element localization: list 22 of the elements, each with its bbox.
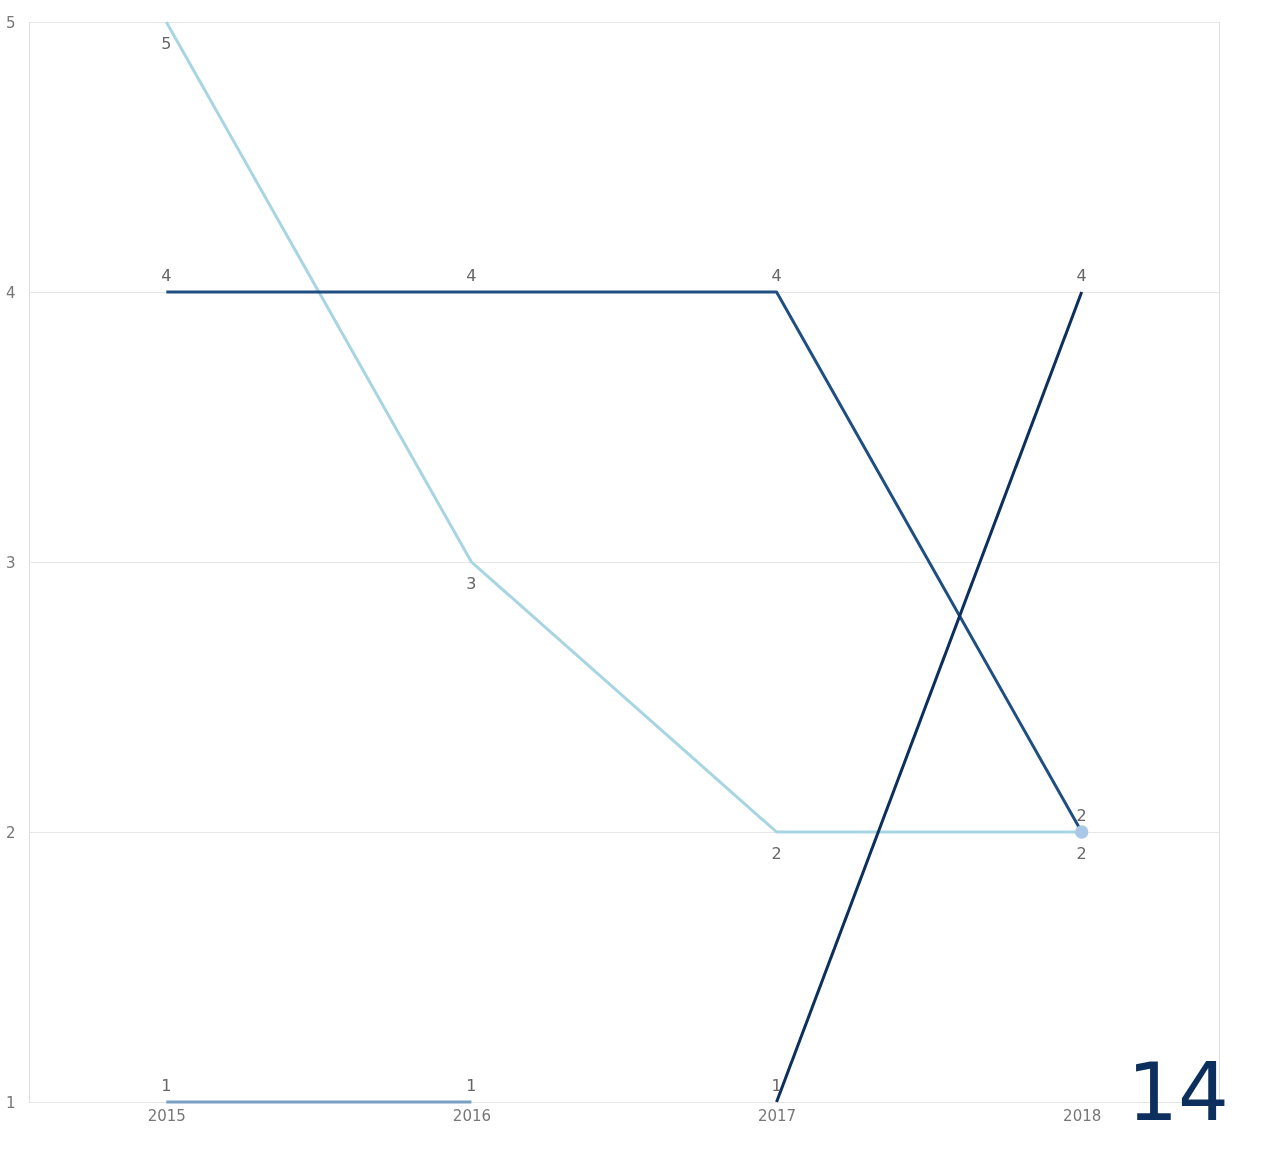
- data-label: 1: [771, 1076, 782, 1095]
- data-label: 4: [161, 266, 172, 285]
- y-tick-label: 1: [5, 1093, 16, 1112]
- y-tick-label: 4: [5, 283, 16, 302]
- y-tick-label: 3: [5, 553, 16, 572]
- y-tick-label: 2: [5, 823, 16, 842]
- x-tick-label: 2017: [757, 1106, 797, 1125]
- data-label: 5: [161, 34, 172, 53]
- data-label: 1: [161, 1076, 172, 1095]
- data-label: 2: [1076, 844, 1087, 863]
- data-label: 3: [466, 574, 477, 593]
- data-label: 4: [466, 266, 477, 285]
- x-tick-label: 2018: [1063, 1106, 1102, 1125]
- x-tick-label: 2016: [452, 1106, 492, 1125]
- y-tick-label: 5: [5, 13, 16, 32]
- data-label: 4: [1076, 266, 1087, 285]
- data-label: 4: [771, 266, 782, 285]
- data-label: 2: [771, 844, 782, 863]
- data-label: 2: [1076, 806, 1087, 825]
- x-tick-label: 2015: [147, 1106, 186, 1125]
- annotation: 14: [1127, 1046, 1229, 1139]
- data-label: 1: [466, 1076, 477, 1095]
